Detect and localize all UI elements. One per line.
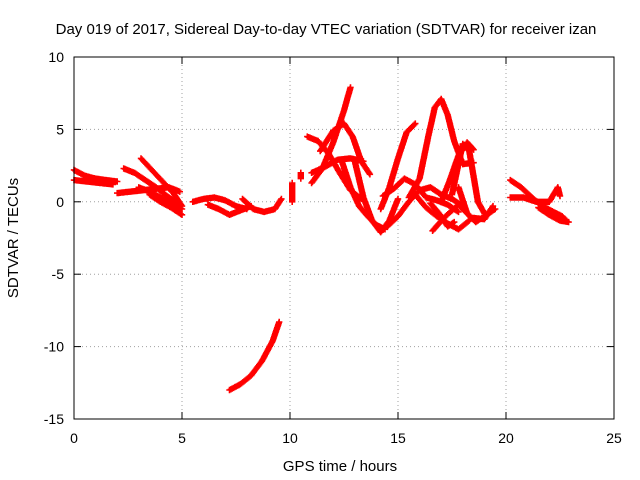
x-tick-label: 10	[282, 430, 298, 446]
x-tick-label: 15	[390, 430, 406, 446]
x-tick-label: 20	[498, 430, 514, 446]
marker-trace	[239, 195, 285, 216]
y-tick-label: -15	[44, 411, 64, 427]
y-tick-label: -10	[44, 339, 64, 355]
y-tick-label: 0	[56, 194, 64, 210]
marker-trace	[289, 179, 296, 205]
series-arc-29	[507, 184, 564, 205]
x-tick-label: 25	[606, 430, 622, 446]
series-isolated-2	[297, 169, 304, 182]
series-arc-11	[226, 318, 283, 394]
series-arc-24	[448, 140, 488, 217]
chart-title: Day 019 of 2017, Sidereal Day-to-day VTE…	[56, 21, 597, 38]
x-tick-label: 5	[178, 430, 186, 446]
x-tick-labels: 0 5 10 15 20 25	[70, 430, 622, 446]
series-arc-9	[204, 201, 255, 218]
marker-trace	[297, 169, 304, 182]
series-arc-10	[239, 195, 285, 216]
marker-trace	[455, 184, 499, 226]
series-arc-25	[455, 184, 499, 226]
marker-trace	[120, 165, 181, 207]
plot-frame	[73, 56, 615, 420]
series-arc-4	[120, 165, 181, 207]
x-axis-label: GPS time / hours	[283, 458, 397, 475]
y-tick-label: -5	[52, 266, 65, 282]
series-arc-30	[535, 204, 572, 226]
y-tick-labels: -15 -10 -5 0 5 10	[44, 49, 64, 427]
y-tick-label: 10	[48, 49, 64, 65]
series-arc-7	[146, 191, 186, 218]
marker-trace	[317, 120, 374, 178]
marker-trace	[204, 201, 255, 218]
data-markers	[70, 84, 572, 394]
series-isolated-1	[289, 179, 296, 205]
marker-trace	[448, 140, 488, 217]
series-arc-27	[427, 200, 458, 230]
x-tick-label: 0	[70, 430, 78, 446]
series-arc-5	[137, 155, 186, 210]
marker-trace	[226, 318, 283, 394]
y-tick-label: 5	[56, 121, 64, 137]
marker-trace	[535, 204, 572, 226]
y-axis-label: SDTVAR / TECUs	[5, 178, 22, 298]
series-arc-15	[317, 120, 374, 178]
marker-trace	[507, 184, 564, 205]
marker-trace	[137, 155, 186, 210]
marker-trace	[146, 191, 186, 218]
marker-trace	[427, 200, 458, 230]
grid	[74, 57, 614, 419]
